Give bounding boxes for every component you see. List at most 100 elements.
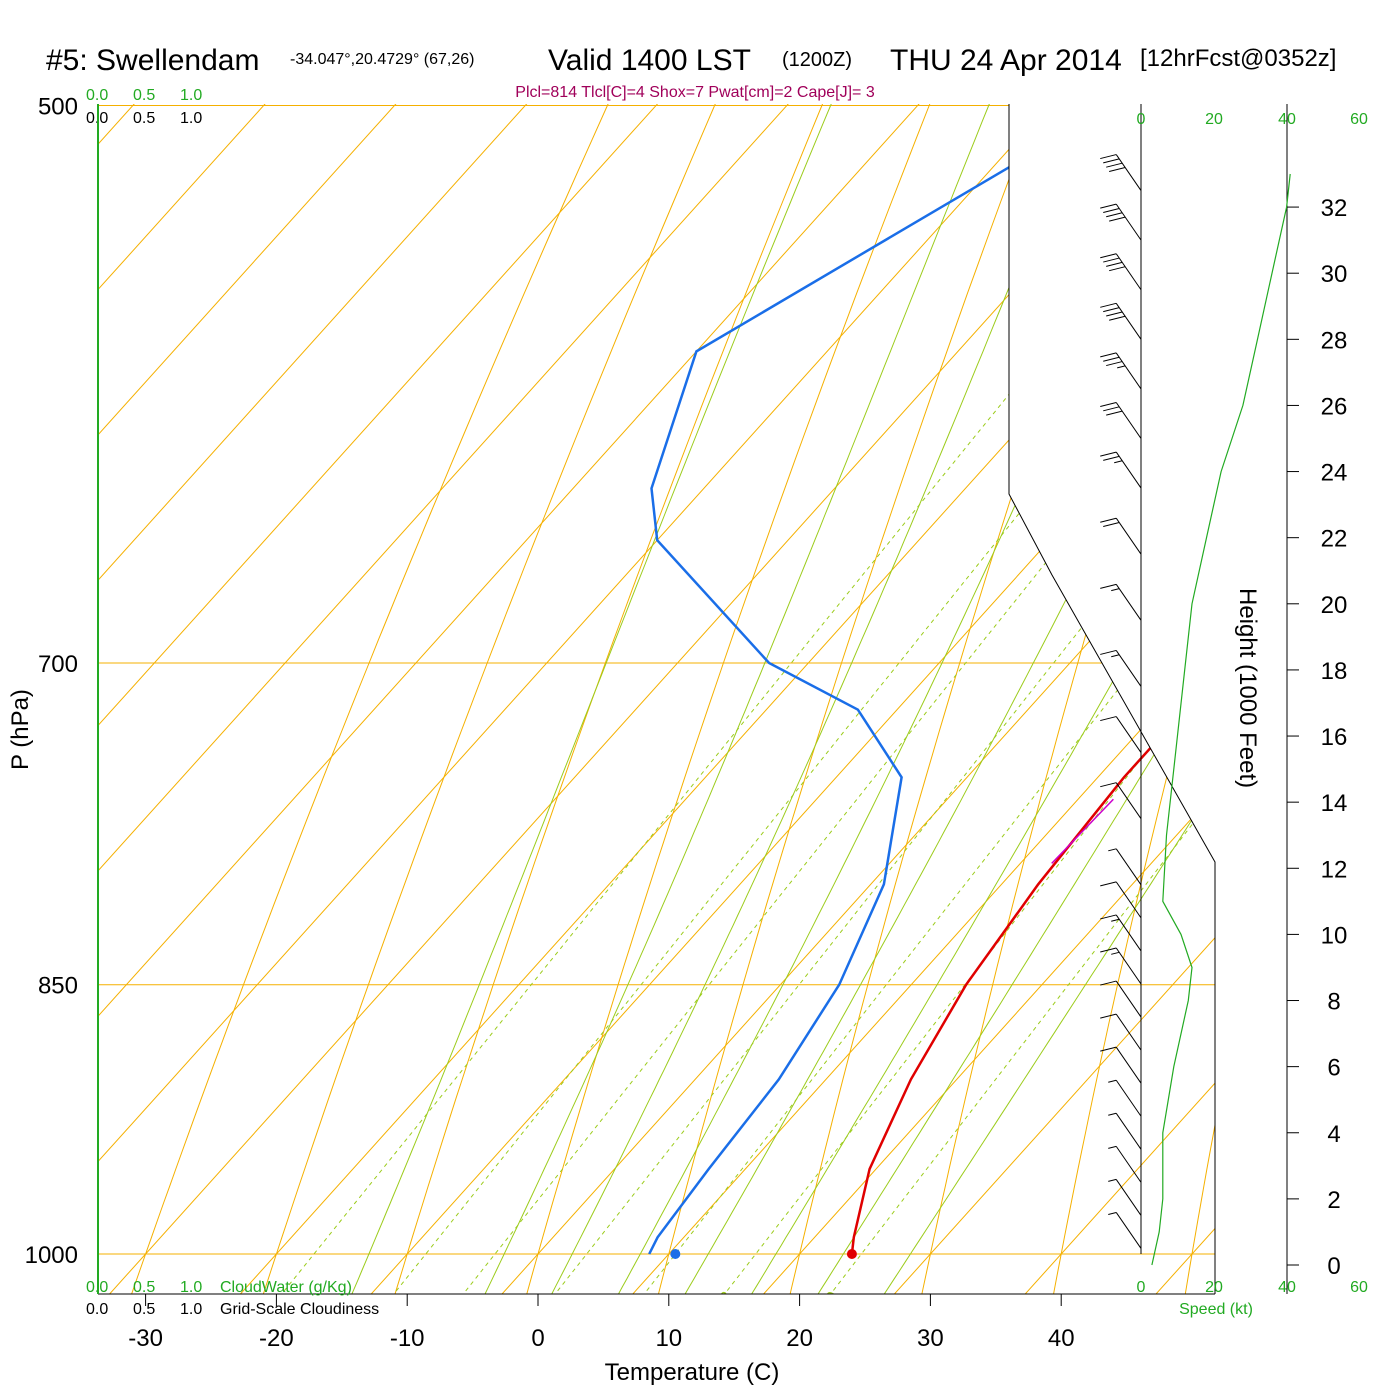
moist-adiabat <box>333 104 1215 1294</box>
speed-axis-bottom: 0 20 40 60 Speed (kt) <box>1137 1279 1368 1318</box>
height-tick-label: 6 <box>1327 1055 1340 1082</box>
isotherm <box>464 104 1215 1294</box>
dewpoint-line <box>648 104 1215 1255</box>
moist-adiabat <box>464 104 1215 1294</box>
mixing-ratio-label: 3 <box>451 1297 470 1313</box>
mixing-ratio-line <box>430 104 1215 1294</box>
wind-barb-staff <box>1115 782 1142 819</box>
height-tick-label: 2 <box>1327 1187 1340 1214</box>
wind-barb-flag <box>1111 918 1120 922</box>
wind-barb-flag <box>1103 257 1120 263</box>
height-tick-label: 12 <box>1321 856 1348 883</box>
temperature-tick-label: 0 <box>531 1325 544 1352</box>
mixing-ratio-line <box>360 104 1215 1294</box>
moist-adiabat <box>595 104 1215 1294</box>
dry-adiabat <box>382 104 1215 1294</box>
valid-date: THU 24 Apr 2014 <box>890 44 1122 77</box>
wind-barb-flag <box>1100 253 1117 259</box>
wind-profile <box>1100 154 1291 1266</box>
wind-barb-flag <box>1106 361 1123 367</box>
wind-barb-flag <box>1100 914 1117 920</box>
cloudwater-label: CloudWater (g/Kg) <box>220 1279 352 1296</box>
isotherm <box>726 104 1215 1294</box>
isotherm <box>98 104 1215 1294</box>
wind-barb-staff <box>1115 1113 1142 1150</box>
cloud-scale-top: 0.0 0.5 1.0 0.0 0.5 1.0 <box>86 87 202 127</box>
isotherm <box>98 104 1215 1294</box>
wind-barb-staff <box>1115 947 1142 985</box>
height-tick-label: 20 <box>1321 592 1348 619</box>
speed-bottom-tick-0: 0 <box>1137 1279 1146 1296</box>
speed-axis-top: 0 20 40 60 <box>1137 111 1368 128</box>
wind-barb-flag <box>1103 455 1120 461</box>
temperature-tick-label: -10 <box>390 1325 425 1352</box>
height-tick-label: 4 <box>1327 1121 1340 1148</box>
wind-barb-staff <box>1115 253 1142 291</box>
wind-barb-flag <box>1100 716 1117 722</box>
wind-barb-staff <box>1115 303 1142 340</box>
zulu-time: (1200Z) <box>782 49 852 71</box>
wind-barb-staff <box>1115 517 1142 555</box>
dry-adiabat <box>1178 104 1215 1294</box>
wind-barb-flag <box>1103 522 1120 528</box>
pressure-tick-label: 700 <box>38 651 78 678</box>
height-tick-label: 22 <box>1321 526 1348 553</box>
height-tick-label: 26 <box>1321 393 1348 420</box>
wind-barb-staff <box>1115 1079 1142 1117</box>
height-tick-label: 28 <box>1321 327 1348 354</box>
wind-barb-staff <box>1115 154 1142 191</box>
top-green-tick-1: 0.5 <box>133 87 155 104</box>
wind-barb-staff <box>1115 914 1142 952</box>
parcel-trace <box>1051 798 1114 864</box>
height-tick-label: 14 <box>1321 790 1348 817</box>
mixing-ratio-line <box>692 104 1215 1294</box>
isotherm <box>98 104 1215 1294</box>
wind-barb-staff <box>1115 980 1142 1018</box>
speed-top-tick-1: 20 <box>1205 111 1223 128</box>
moist-adiabat <box>660 104 1215 1294</box>
mixing-ratio-label: 20 <box>819 1289 843 1313</box>
wind-barb-staff <box>1115 650 1142 687</box>
bottom-green-tick-0: 0.0 <box>86 1279 108 1296</box>
wind-barb-flag <box>1106 261 1123 267</box>
cloud-scale-bottom: 0.0 0.5 1.0 CloudWater (g/Kg) 0.0 0.5 1.… <box>86 1279 379 1318</box>
wind-barb-flag <box>1114 460 1123 464</box>
wind-barb-flag <box>1109 266 1126 272</box>
temperature-tick-label: -30 <box>128 1325 163 1352</box>
height-tick-label: 32 <box>1321 195 1348 222</box>
wind-barb-flag <box>1100 649 1117 655</box>
wind-barb-flag <box>1111 654 1120 658</box>
isotherm <box>334 104 1215 1294</box>
pressure-axis-label: P (hPa) <box>7 689 34 770</box>
wind-barb-flag <box>1108 1112 1117 1116</box>
height-tick-label: 30 <box>1321 261 1348 288</box>
temperature-tick-label: 10 <box>655 1325 682 1352</box>
isotherm <box>595 104 1215 1294</box>
wind-barb-flag <box>1100 782 1117 788</box>
speed-bottom-tick-2: 40 <box>1278 1279 1296 1296</box>
height-tick-label: 8 <box>1327 989 1340 1016</box>
isotherm <box>98 104 1215 1294</box>
mixing-ratio-line <box>798 104 1215 1294</box>
wind-barb-staff <box>1115 451 1142 489</box>
wind-barb-staff <box>1115 1146 1142 1183</box>
plot-frame <box>98 104 1288 1295</box>
sounding-series <box>648 104 1215 1259</box>
cloudiness-label: Grid-Scale Cloudiness <box>220 1301 379 1318</box>
temperature-tick-label: -20 <box>259 1325 294 1352</box>
wind-barb-staff <box>1115 1179 1142 1216</box>
wind-barb-staff <box>1115 1013 1142 1051</box>
speed-bottom-tick-3: 60 <box>1350 1279 1368 1296</box>
wind-barb-flag <box>1106 410 1123 416</box>
thermo-grid: 1 2 3 5 8 12 20 <box>98 104 1215 1313</box>
isotherm <box>98 104 1215 1294</box>
wind-barb-flag <box>1108 1145 1117 1149</box>
top-black-tick-1: 0.5 <box>133 110 155 127</box>
wind-barb-flag <box>1108 848 1117 852</box>
moist-adiabat <box>857 104 1215 1294</box>
bottom-green-tick-1: 0.5 <box>133 1279 155 1296</box>
top-green-tick-0: 0.0 <box>86 87 108 104</box>
wind-barb-flag <box>1100 154 1117 160</box>
dry-adiabat <box>249 104 1215 1294</box>
